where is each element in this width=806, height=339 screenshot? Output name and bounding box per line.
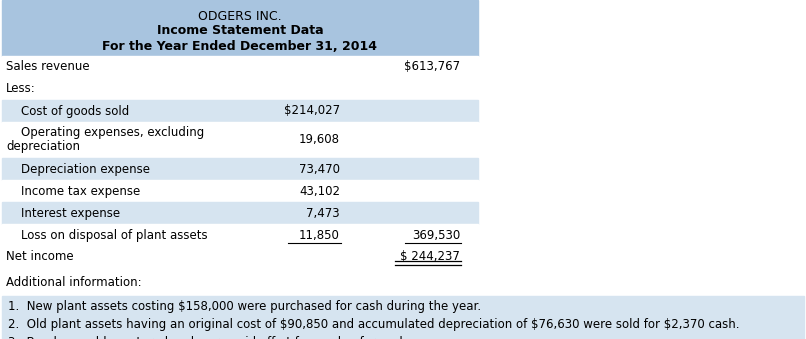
Bar <box>2 296 804 339</box>
Bar <box>2 122 478 158</box>
Text: $613,767: $613,767 <box>404 60 460 74</box>
Text: $ 244,237: $ 244,237 <box>400 251 460 263</box>
Bar <box>2 246 478 268</box>
Text: 7,473: 7,473 <box>306 206 340 219</box>
Bar <box>2 56 478 78</box>
Bar <box>2 158 478 180</box>
Bar <box>2 78 478 100</box>
Text: ODGERS INC.: ODGERS INC. <box>198 10 282 23</box>
Text: Loss on disposal of plant assets: Loss on disposal of plant assets <box>6 228 208 241</box>
Text: 19,608: 19,608 <box>299 134 340 146</box>
Bar <box>2 0 478 56</box>
Text: 73,470: 73,470 <box>299 162 340 176</box>
Text: 1.  New plant assets costing $158,000 were purchased for cash during the year.: 1. New plant assets costing $158,000 wer… <box>8 300 481 313</box>
Text: depreciation: depreciation <box>6 140 80 153</box>
Bar <box>2 224 478 246</box>
Text: Less:: Less: <box>6 82 35 96</box>
Text: Sales revenue: Sales revenue <box>6 60 89 74</box>
Text: Net income: Net income <box>6 251 73 263</box>
Bar <box>2 202 478 224</box>
Text: Income Statement Data: Income Statement Data <box>156 24 323 37</box>
Text: Depreciation expense: Depreciation expense <box>6 162 150 176</box>
Bar <box>2 180 478 202</box>
Text: 2.  Old plant assets having an original cost of $90,850 and accumulated deprecia: 2. Old plant assets having an original c… <box>8 318 739 331</box>
Text: 3.  Bonds payable matured and were paid off at face value for cash.: 3. Bonds payable matured and were paid o… <box>8 336 410 339</box>
Text: Income tax expense: Income tax expense <box>6 184 140 198</box>
Text: 43,102: 43,102 <box>299 184 340 198</box>
Text: For the Year Ended December 31, 2014: For the Year Ended December 31, 2014 <box>102 40 377 53</box>
Bar <box>2 100 478 122</box>
Text: Operating expenses, excluding: Operating expenses, excluding <box>6 126 204 139</box>
Text: Additional information:: Additional information: <box>6 276 142 289</box>
Text: $214,027: $214,027 <box>284 104 340 118</box>
Text: Interest expense: Interest expense <box>6 206 120 219</box>
Text: Cost of goods sold: Cost of goods sold <box>6 104 129 118</box>
Text: 11,850: 11,850 <box>299 228 340 241</box>
Text: 369,530: 369,530 <box>412 228 460 241</box>
